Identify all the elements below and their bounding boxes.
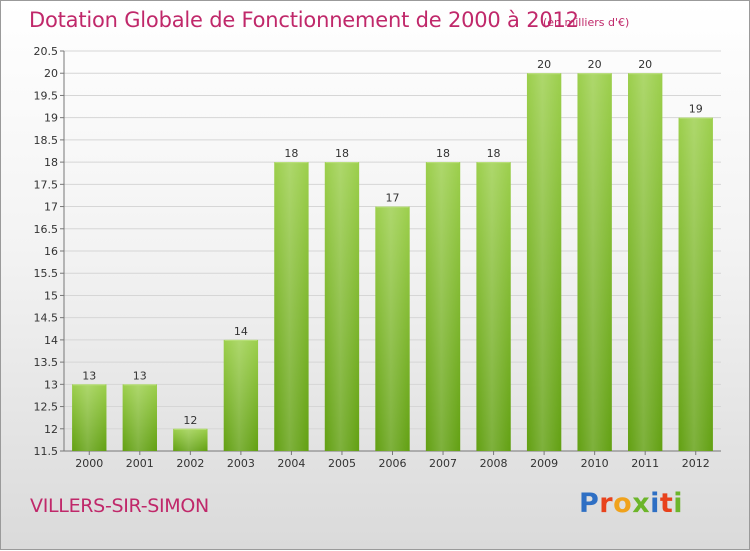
data-label: 20 (537, 58, 551, 71)
data-label: 13 (82, 369, 96, 382)
chart-unit: (en milliers d'€) (543, 16, 630, 29)
x-tick-labels: 2000 2001 2002 2003 2004 2005 2006 2007 2008 2009… (75, 457, 709, 470)
x-tick-label: 2000 (75, 457, 103, 470)
data-label: 20 (638, 58, 652, 71)
bar-2011 (628, 73, 663, 451)
bar-2007 (425, 162, 461, 451)
x-tick-label: 2002 (176, 457, 204, 470)
logo-letter: t (659, 488, 674, 519)
bar-2003 (223, 339, 259, 451)
logo-letter: i (650, 488, 660, 519)
logo-letter: r (599, 488, 614, 519)
bars (72, 73, 713, 452)
y-tick-label: 12 (44, 423, 58, 436)
data-label: 19 (689, 103, 703, 116)
y-tick-labels: 11.5 12 12.5 13 13.5 14 14.5 15 15.5 16 16.5 17 17.5… (34, 45, 59, 458)
y-tick-label: 15.5 (34, 267, 59, 280)
bar-highlight (72, 384, 107, 451)
bar-2000 (72, 384, 107, 451)
bar-2010 (577, 73, 612, 451)
bar-highlight (223, 339, 259, 451)
bar-highlight (476, 162, 511, 451)
x-tick-label: 2003 (227, 457, 255, 470)
logo-letter: o (613, 488, 633, 519)
y-tick-label: 14.5 (34, 312, 59, 325)
y-tick-label: 16.5 (34, 223, 59, 236)
data-labels: 13 13 12 14 18 18 17 18 18 20 20 20 19 (82, 58, 702, 427)
data-label: 18 (436, 147, 450, 160)
chart-title: Dotation Globale de Fonctionnement de 20… (29, 8, 579, 32)
x-tick-label: 2009 (530, 457, 558, 470)
bar-highlight (122, 384, 157, 451)
y-tick-label: 13 (44, 378, 58, 391)
x-tick-label: 2006 (379, 457, 407, 470)
data-label: 18 (487, 147, 501, 160)
y-tick-label: 19.5 (34, 89, 59, 102)
y-tick-label: 20 (44, 67, 58, 80)
bar-2008 (476, 162, 511, 451)
proxiti-logo: Proxiti (579, 488, 683, 519)
x-tick-label: 2004 (277, 457, 305, 470)
x-tick-label: 2007 (429, 457, 457, 470)
bar-highlight (526, 73, 562, 451)
bar-highlight (173, 428, 208, 451)
bar-2001 (122, 384, 157, 451)
y-tick-label: 13.5 (34, 356, 59, 369)
bar-highlight (678, 117, 713, 452)
y-tick-label: 18.5 (34, 134, 59, 147)
x-tick-label: 2010 (581, 457, 609, 470)
bar-2012 (678, 117, 713, 452)
bar-2004 (274, 162, 309, 451)
y-tick-label: 17 (44, 201, 58, 214)
data-label: 18 (284, 147, 298, 160)
logo-letter: x (632, 488, 651, 519)
y-tick-label: 14 (44, 334, 58, 347)
bar-highlight (425, 162, 461, 451)
logo-letter: i (673, 488, 684, 519)
x-tick-label: 2012 (682, 457, 710, 470)
x-tick-label: 2001 (126, 457, 154, 470)
commune-name: VILLERS-SIR-SIMON (30, 495, 209, 517)
y-tick-label: 19 (44, 112, 58, 125)
data-label: 20 (588, 58, 602, 71)
x-tick-label: 2005 (328, 457, 356, 470)
bar-highlight (628, 73, 663, 451)
x-tick-label: 2008 (480, 457, 508, 470)
data-label: 17 (386, 192, 400, 205)
y-tick-label: 15 (44, 289, 58, 302)
x-tick-label: 2011 (631, 457, 659, 470)
y-tick-label: 20.5 (34, 45, 59, 58)
y-tick-label: 17.5 (34, 178, 59, 191)
y-tick-label: 18 (44, 156, 58, 169)
data-label: 14 (234, 325, 248, 338)
bar-2002 (173, 428, 208, 451)
bar-highlight (274, 162, 309, 451)
y-tick-label: 12.5 (34, 401, 59, 414)
data-label: 12 (183, 414, 197, 427)
data-label: 13 (133, 369, 147, 382)
bar-highlight (324, 162, 360, 451)
bar-2006 (375, 206, 410, 451)
bar-2009 (526, 73, 562, 451)
bar-2005 (324, 162, 360, 451)
bar-highlight (577, 73, 612, 451)
logo-letter: P (579, 488, 600, 519)
y-tick-label: 16 (44, 245, 58, 258)
data-label: 18 (335, 147, 349, 160)
bar-highlight (375, 206, 410, 451)
y-tick-label: 11.5 (34, 445, 59, 458)
